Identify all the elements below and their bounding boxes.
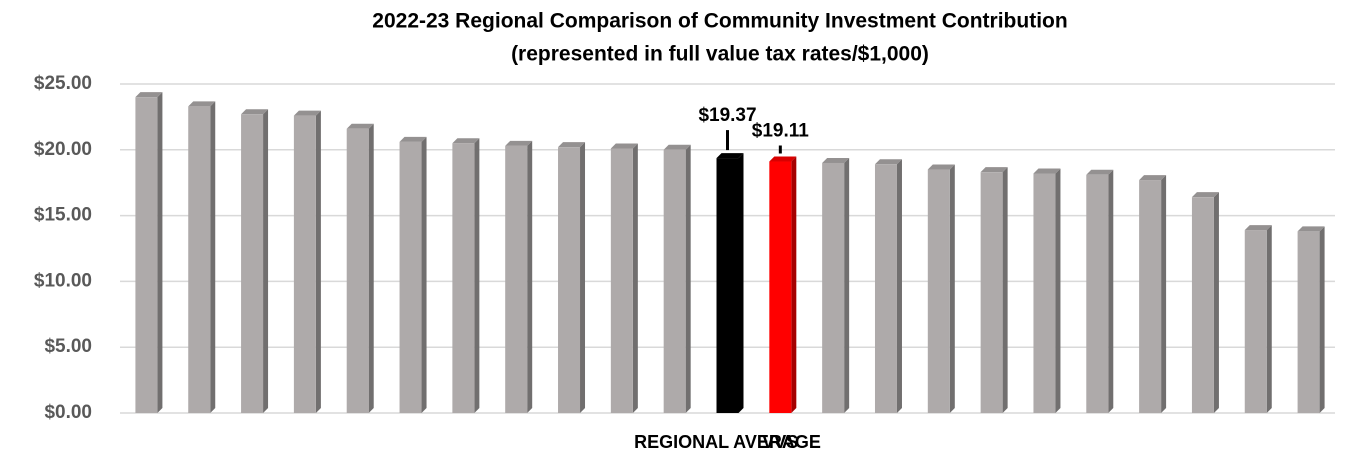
- bar-side: [157, 92, 163, 413]
- value-label: $19.37: [698, 105, 756, 126]
- bar: [188, 106, 211, 413]
- bar-top: [1244, 225, 1272, 231]
- bar: [874, 164, 897, 413]
- bar-side: [474, 138, 480, 413]
- bar-side: [421, 136, 427, 414]
- bar-side: [791, 156, 797, 414]
- bar-top: [1086, 169, 1114, 175]
- bar: [1139, 180, 1162, 413]
- bar: [505, 145, 528, 414]
- y-tick-label: $0.00: [44, 402, 92, 423]
- chart-subtitle: (represented in full value tax rates/$1,…: [511, 43, 929, 66]
- bar-side: [1213, 192, 1219, 413]
- bar-side: [1055, 168, 1061, 413]
- bar-side: [632, 143, 638, 413]
- bar-side: [263, 109, 269, 413]
- bar: [452, 143, 475, 413]
- bar-top: [505, 140, 533, 146]
- x-tick-label: REGIONAL AVERAGE: [634, 432, 821, 452]
- bar-top: [346, 123, 374, 129]
- bar-top: [927, 164, 955, 170]
- bar: [980, 172, 1003, 413]
- bar-top: [1033, 168, 1061, 174]
- bar: [399, 141, 422, 414]
- bar-top: [1297, 226, 1325, 232]
- bar-top: [293, 110, 321, 116]
- bar: [1033, 173, 1056, 413]
- bar-top: [1191, 192, 1219, 198]
- bar-side: [580, 142, 586, 413]
- y-tick-label: $15.00: [34, 205, 92, 226]
- chart-title: 2022-23 Regional Comparison of Community…: [372, 10, 1067, 33]
- bar-top: [558, 142, 586, 148]
- bar-side: [1319, 226, 1325, 413]
- bar-side: [738, 153, 744, 413]
- bar-top: [452, 138, 480, 144]
- bar-top: [663, 144, 691, 150]
- bar: [822, 162, 845, 413]
- bar-side: [527, 140, 533, 414]
- bar-top: [822, 157, 850, 163]
- bar-top: [980, 167, 1008, 173]
- y-tick-label: $10.00: [34, 270, 92, 291]
- bar-top: [610, 143, 638, 149]
- bar-top: [188, 101, 216, 107]
- bar: [1086, 174, 1109, 413]
- bar: [610, 148, 633, 413]
- bar-side: [315, 110, 321, 414]
- y-tick-label: $20.00: [34, 139, 92, 160]
- bar: [1191, 197, 1214, 413]
- value-label: $19.11: [752, 121, 809, 142]
- bar-top: [1139, 175, 1167, 181]
- bar-top: [769, 156, 797, 162]
- bar: [716, 158, 739, 413]
- bar-top: [399, 136, 427, 142]
- bar-side: [210, 101, 216, 413]
- bar: [1297, 231, 1320, 413]
- bar: [663, 149, 686, 414]
- bar-side: [1161, 175, 1167, 413]
- bar: [293, 115, 316, 414]
- bar: [135, 97, 158, 413]
- x-tick-label: VVS: [762, 432, 798, 452]
- y-tick-label: $25.00: [34, 73, 92, 94]
- bar-top: [716, 153, 744, 159]
- bar-top: [241, 109, 269, 115]
- bar-side: [1266, 225, 1272, 413]
- bar-side: [368, 123, 374, 413]
- y-tick-label: $5.00: [44, 336, 92, 357]
- bar-side: [685, 144, 691, 414]
- bar: [558, 147, 581, 413]
- bar: [1244, 230, 1267, 413]
- bar-side: [1108, 169, 1114, 413]
- bar: [346, 128, 369, 413]
- bar: [241, 114, 264, 413]
- bar-side: [844, 157, 850, 413]
- bar-side: [949, 164, 955, 413]
- bar-side: [896, 159, 902, 413]
- bar-top: [135, 92, 163, 98]
- bar-side: [1002, 167, 1008, 413]
- bar: [769, 161, 792, 413]
- bar: [927, 169, 950, 413]
- bar-top: [874, 159, 902, 165]
